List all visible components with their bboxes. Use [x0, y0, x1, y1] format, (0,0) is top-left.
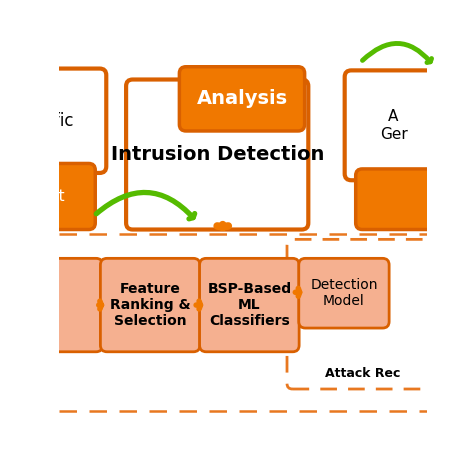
FancyBboxPatch shape — [34, 258, 102, 352]
FancyBboxPatch shape — [100, 258, 200, 352]
Text: A
Ger: A Ger — [380, 109, 408, 142]
FancyBboxPatch shape — [16, 69, 106, 173]
Text: Feature
Ranking &
Selection: Feature Ranking & Selection — [110, 282, 191, 328]
Text: Detection
Model: Detection Model — [310, 278, 378, 308]
FancyBboxPatch shape — [356, 169, 433, 229]
Text: ut: ut — [50, 189, 65, 204]
FancyBboxPatch shape — [299, 258, 389, 328]
Text: Attack Rec: Attack Rec — [325, 367, 400, 380]
FancyBboxPatch shape — [19, 164, 95, 229]
Text: Intrusion Detection: Intrusion Detection — [110, 145, 324, 164]
FancyBboxPatch shape — [179, 67, 305, 131]
Text: Analysis: Analysis — [196, 90, 288, 109]
FancyBboxPatch shape — [126, 80, 308, 229]
FancyBboxPatch shape — [345, 70, 442, 180]
Text: BSP-Based
ML
Classifiers: BSP-Based ML Classifiers — [207, 282, 292, 328]
FancyBboxPatch shape — [200, 258, 299, 352]
Text: ffic: ffic — [48, 112, 74, 130]
